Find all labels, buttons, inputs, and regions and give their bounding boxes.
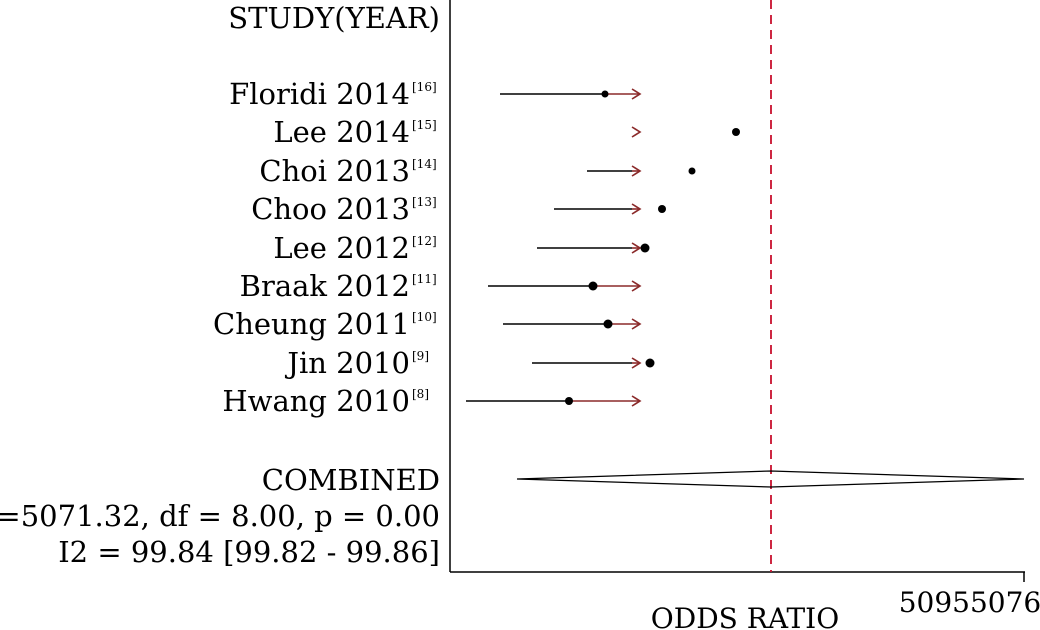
ci-arrow: [631, 165, 642, 177]
point-estimate: [658, 205, 666, 213]
study-reference: [14]: [412, 157, 437, 171]
point-estimate: [732, 128, 740, 136]
ci-arrow: [631, 318, 642, 330]
study-label: Floridi 2014: [229, 77, 410, 111]
study-label: Lee 2014: [273, 115, 410, 149]
study-reference: [8]: [412, 387, 429, 401]
study-reference: [15]: [412, 118, 437, 132]
point-estimate: [640, 243, 650, 253]
combined-diamond: [516, 470, 1025, 488]
study-label: Choo 2013: [251, 192, 410, 226]
ci-arrow: [631, 242, 642, 254]
ci-arrow: [631, 126, 642, 138]
study-label: Choi 2013: [259, 154, 410, 188]
ci-arrow: [631, 357, 642, 369]
study-reference: [12]: [412, 234, 437, 248]
point-estimate: [603, 319, 613, 329]
study-label: Cheung 2011: [213, 307, 410, 341]
point-estimate: [588, 281, 598, 291]
study-label: Jin 2010: [284, 346, 410, 380]
study-reference: [11]: [412, 272, 437, 286]
heterogeneity-stats: Q =5071.32, df = 8.00, p = 0.00: [0, 499, 440, 533]
ci-arrow: [631, 88, 642, 100]
study-reference: [13]: [412, 195, 437, 209]
point-estimate: [688, 167, 696, 175]
ci-arrow: [631, 203, 642, 215]
study-reference: [9]: [412, 349, 429, 363]
point-estimate: [645, 358, 655, 368]
column-header: STUDY(YEAR): [228, 1, 440, 35]
study-reference: [16]: [412, 80, 437, 94]
study-label: Hwang 2010: [222, 384, 410, 418]
study-label: Lee 2012: [273, 231, 410, 265]
study-reference: [10]: [412, 310, 437, 324]
study-label: Braak 2012: [240, 269, 410, 303]
x-axis-label: ODDS RATIO: [651, 602, 839, 630]
ci-arrow: [631, 280, 642, 292]
point-estimate: [601, 90, 609, 98]
x-tick-label: 50955076: [899, 586, 1040, 619]
ci-arrow: [631, 395, 642, 407]
combined-label: COMBINED: [262, 463, 440, 497]
point-estimate: [565, 397, 573, 405]
i2-stats: I2 = 99.84 [99.82 - 99.86]: [58, 535, 440, 569]
